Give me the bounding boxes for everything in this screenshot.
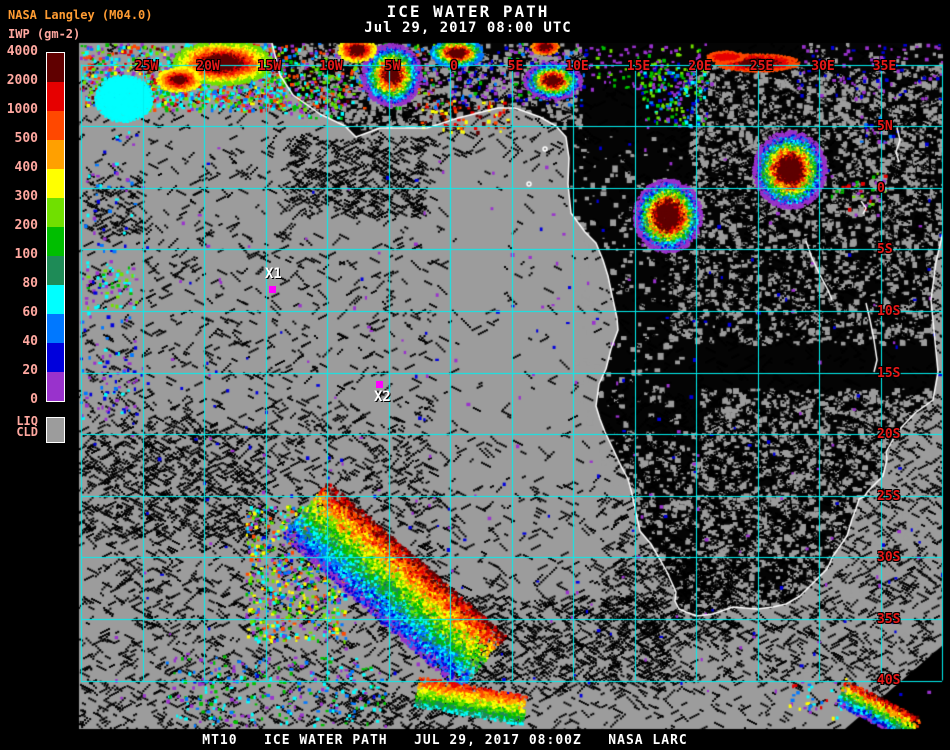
- colorbar-tick-20: 20: [22, 363, 38, 378]
- nasa-langley-credit: NASA Langley (M04.0): [8, 8, 153, 22]
- marker-dot-X1: [269, 286, 276, 293]
- colorbar-tick-400: 400: [14, 160, 38, 175]
- colorbar-units-label: IWP (gm-2): [8, 27, 81, 41]
- lon-label-20W: 20W: [196, 59, 220, 74]
- lon-label-10W: 10W: [319, 59, 343, 74]
- lat-label-40S: 40S: [877, 673, 901, 688]
- lon-label-25E: 25E: [749, 59, 774, 74]
- colorbar-band-3: [47, 140, 64, 169]
- colorbar-band-6: [47, 227, 64, 256]
- colorbar-band-9: [47, 314, 64, 343]
- colorbar-band-10: [47, 343, 64, 372]
- colorbar-band-5: [47, 198, 64, 227]
- colorbar-band-1: [47, 82, 64, 111]
- colorbar-tick-100: 100: [14, 247, 38, 262]
- lon-label-35E: 35E: [872, 59, 897, 74]
- colorbar-tick-500: 500: [14, 131, 38, 146]
- lon-label-15W: 15W: [257, 59, 282, 74]
- colorbar-band-8: [47, 285, 64, 314]
- page-title: ICE WATER PATH: [386, 2, 550, 21]
- colorbar-tick-40: 40: [22, 334, 38, 349]
- colorbar-tick-60: 60: [22, 305, 38, 320]
- liquid-cloud-swatch: [46, 417, 65, 443]
- colorbar-tick-80: 80: [22, 276, 38, 291]
- colorbar-band-4: [47, 169, 64, 198]
- lon-label-0: 0: [450, 59, 458, 74]
- marker-dot-X2: [376, 381, 383, 388]
- lon-label-30E: 30E: [811, 59, 835, 74]
- colorbar: [46, 52, 65, 402]
- colorbar-band-0: [47, 53, 64, 82]
- colorbar-tick-0: 0: [30, 392, 38, 407]
- lat-label-25S: 25S: [877, 488, 901, 504]
- colorbar-tick-2000: 2000: [6, 73, 38, 88]
- lon-label-25W: 25W: [134, 59, 159, 74]
- lon-label-10E: 10E: [565, 59, 589, 74]
- marker-label-X1: X1: [265, 266, 282, 282]
- lat-label-20S: 20S: [877, 427, 901, 442]
- lat-label-15S: 15S: [877, 365, 901, 381]
- colorbar-band-2: [47, 111, 64, 140]
- lat-label-10S: 10S: [877, 304, 901, 319]
- liquid-cloud-label: LIQ CLD: [16, 414, 38, 439]
- lon-label-5E: 5E: [507, 59, 524, 74]
- colorbar-band-7: [47, 256, 64, 285]
- lon-label-15E: 15E: [626, 59, 651, 74]
- lat-label-30S: 30S: [877, 550, 901, 565]
- page-subtitle: Jul 29, 2017 08:00 UTC: [364, 20, 572, 36]
- lat-label-5N: 5N: [877, 119, 893, 134]
- colorbar-tick-1000: 1000: [6, 102, 38, 117]
- lat-label-35S: 35S: [877, 611, 901, 627]
- lat-label-0: 0: [877, 180, 885, 196]
- lat-label-5S: 5S: [877, 242, 893, 257]
- lon-label-5W: 5W: [384, 59, 401, 74]
- colorbar-tick-300: 300: [14, 189, 38, 204]
- colorbar-tick-4000: 4000: [6, 44, 38, 59]
- marker-label-X2: X2: [374, 389, 391, 405]
- footer-caption: MT10 ICE WATER PATH JUL 29, 2017 08:00Z …: [202, 733, 688, 748]
- lon-label-20E: 20E: [688, 59, 712, 74]
- colorbar-band-11: [47, 372, 64, 401]
- colorbar-tick-200: 200: [14, 218, 38, 233]
